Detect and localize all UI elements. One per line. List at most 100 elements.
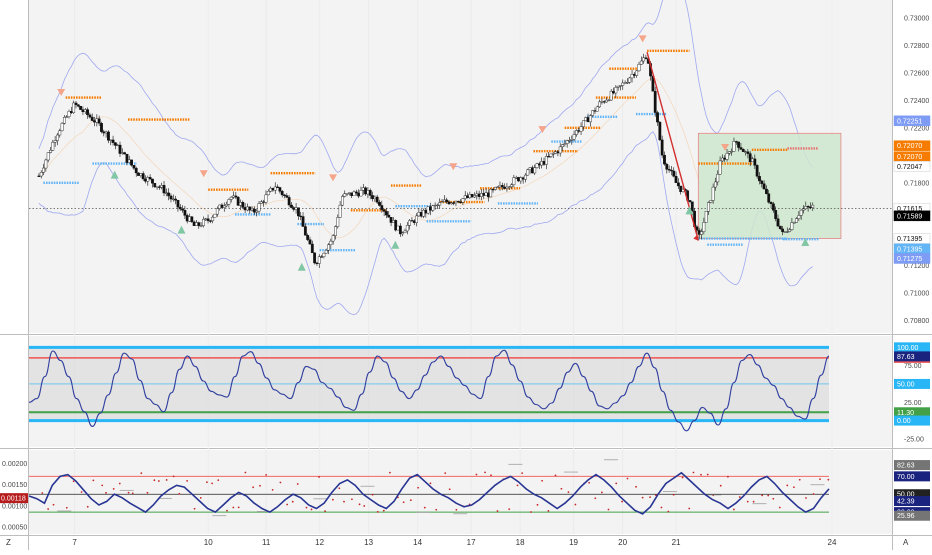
- rsi-dot-marker: [767, 494, 770, 497]
- candle-body: [540, 161, 544, 166]
- candle-body: [308, 239, 312, 245]
- date-tick-label: 13: [364, 538, 373, 547]
- rsi-dot-marker: [101, 484, 104, 487]
- candle-body: [616, 85, 620, 88]
- rsi-dot-marker: [105, 491, 107, 494]
- candle-body: [199, 225, 203, 227]
- candle-body: [141, 173, 145, 180]
- candle-body: [389, 217, 393, 223]
- candle-body: [391, 220, 395, 223]
- date-tick-label: 11: [262, 538, 271, 547]
- candle-body: [239, 202, 242, 206]
- oscillator-axis-tick-label: 75.00: [904, 363, 922, 370]
- candle-body: [74, 102, 78, 105]
- candle-body: [262, 201, 266, 203]
- rsi-dot-marker: [206, 481, 208, 484]
- candle-body: [352, 191, 356, 196]
- candle-body: [788, 229, 791, 232]
- candle-body: [252, 208, 256, 213]
- candle-body: [723, 157, 727, 160]
- rsi-dot-marker: [338, 487, 341, 490]
- oscillator-panel[interactable]: [28, 345, 830, 432]
- candle-body: [410, 220, 414, 222]
- rsi-dot-marker: [423, 506, 426, 509]
- rsi-dot-marker: [417, 486, 420, 489]
- rsi-dot-marker: [554, 474, 557, 477]
- rsi-dot-marker: [41, 492, 44, 494]
- candle-body: [709, 200, 713, 203]
- candle-body: [475, 193, 479, 196]
- candle-body: [405, 225, 409, 232]
- price-panel[interactable]: [29, 0, 892, 534]
- candle-body: [452, 202, 456, 204]
- rsi-dot-marker: [244, 471, 247, 474]
- rsi-dot-marker: [635, 485, 637, 488]
- candle-body: [725, 153, 729, 160]
- rsi-current-value-badge-label: 0.00118: [1, 496, 26, 503]
- oscillator-axis-tick-label: 25.00: [904, 400, 922, 407]
- rsi-dot-marker: [146, 491, 149, 494]
- candle-body: [512, 177, 516, 185]
- candle-body: [232, 195, 235, 198]
- candle-body: [720, 157, 724, 162]
- rsi-dot-marker: [310, 508, 313, 511]
- candle-body: [795, 218, 798, 223]
- oscillator-level-badge: [894, 378, 930, 389]
- candle-body: [174, 198, 178, 201]
- candle-body: [632, 73, 636, 76]
- candle-body: [297, 207, 300, 217]
- price-badge: [893, 210, 931, 222]
- candle-body: [46, 152, 50, 161]
- rsi-dot-marker: [52, 503, 55, 506]
- oscillator-level-badge: [894, 342, 930, 353]
- date-tick-label: 20: [618, 538, 627, 547]
- candle-body: [802, 208, 805, 211]
- rsi-dot-marker: [286, 503, 289, 506]
- rsi-panel[interactable]: [28, 459, 830, 517]
- rsi-dot-marker: [475, 473, 478, 476]
- candle-body: [190, 216, 194, 223]
- candle-body: [130, 159, 133, 166]
- candle-body: [718, 160, 722, 175]
- candle-body: [266, 190, 270, 196]
- candle-body: [741, 149, 745, 152]
- price-axis-tick-label: 0.72800: [904, 43, 929, 50]
- rsi-dot-marker: [688, 507, 691, 510]
- candle-body: [162, 185, 166, 194]
- sell-signal-triangle: [538, 126, 547, 134]
- candle-body: [408, 220, 412, 226]
- candle-body: [667, 169, 671, 171]
- candle-body: [748, 153, 752, 163]
- rsi-dot-marker: [455, 508, 458, 511]
- candle-body: [767, 193, 771, 203]
- candle-body: [797, 215, 801, 219]
- candle-body: [637, 64, 641, 72]
- candle-body: [424, 209, 428, 214]
- middle-band-line: [38, 77, 813, 239]
- candle-body: [225, 204, 228, 207]
- rsi-dot-marker: [812, 493, 815, 495]
- candle-body: [663, 154, 666, 165]
- rsi-dot-marker: [752, 500, 755, 503]
- candle-body: [341, 196, 344, 206]
- rsi-dot-marker: [761, 494, 764, 497]
- rsi-dot-marker: [211, 482, 214, 485]
- candle-body: [517, 177, 520, 182]
- candle-body: [809, 206, 812, 208]
- candle-body: [271, 187, 275, 191]
- rsi-level-badge-label: 50.00: [897, 492, 915, 499]
- candle-body: [605, 99, 608, 103]
- candle-body: [290, 204, 293, 208]
- candle-body: [49, 150, 52, 153]
- candle-body: [120, 152, 124, 154]
- candle-body: [347, 192, 351, 194]
- candle-body: [95, 118, 99, 123]
- candle-body: [570, 139, 574, 141]
- candle-body: [160, 185, 164, 188]
- rsi-dot-marker: [193, 507, 196, 510]
- candle-body: [62, 117, 66, 124]
- rsi-dot-marker: [157, 480, 160, 482]
- candle-body: [111, 139, 115, 143]
- rsi-level-badge: [894, 510, 930, 521]
- oscillator-line: [28, 349, 830, 432]
